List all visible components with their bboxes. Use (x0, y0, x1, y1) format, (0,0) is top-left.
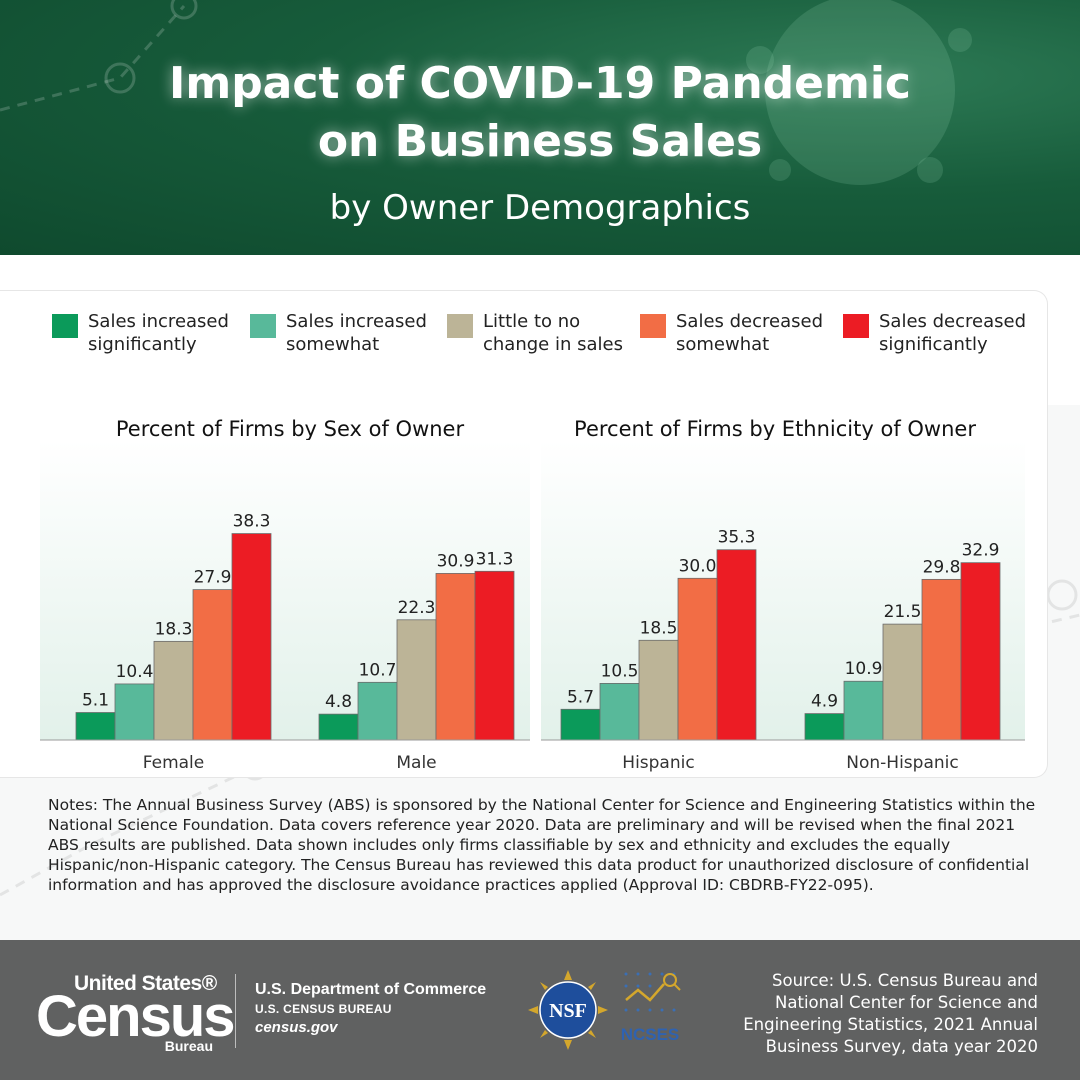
nsf-logo-text: NSF (549, 1000, 587, 1022)
logo-census-text: Census (36, 984, 236, 1049)
notes-text: Notes: The Annual Business Survey (ABS) … (48, 796, 1036, 894)
legend-swatch (447, 314, 473, 338)
legend-label-line1: Sales decreased (879, 311, 1027, 332)
census-gov-link[interactable]: census.gov (255, 1019, 338, 1036)
logo-united-states-text: United States® (74, 972, 217, 995)
header-banner: Impact of COVID-19 Pandemic on Business … (0, 0, 1080, 255)
footer-divider (235, 974, 236, 1048)
legend-label: Sales decreased somewhat (676, 310, 823, 356)
legend-label: Sales increased somewhat (286, 310, 427, 356)
legend-swatch (250, 314, 276, 338)
nsf-logo-icon[interactable]: NSF (528, 970, 608, 1050)
legend-label-line1: Sales increased (88, 311, 229, 332)
page-subtitle: by Owner Demographics (329, 188, 751, 228)
legend-label-line1: Sales decreased (676, 311, 824, 332)
ncses-logo-icon[interactable]: NCSES (620, 970, 688, 1050)
legend-label-line2: significantly (88, 334, 197, 355)
legend-swatch (843, 314, 869, 338)
census-bureau-logo[interactable]: United States® Census Bureau (36, 972, 236, 1054)
dept-census-label: U.S. CENSUS BUREAU (255, 1002, 392, 1016)
legend-label-line1: Little to no (483, 311, 581, 332)
legend-label: Sales increased significantly (88, 310, 229, 356)
footer: United States® Census Bureau U.S. Depart… (0, 940, 1080, 1080)
logo-bureau-text: Bureau (164, 1038, 213, 1054)
ncses-logo-text: NCSES (621, 1025, 680, 1044)
department-info: U.S. Department of Commerce U.S. CENSUS … (255, 980, 486, 1038)
chart-title-sex: Percent of Firms by Sex of Owner (115, 417, 465, 441)
legend-swatch (640, 314, 666, 338)
page-title-line2: on Business Sales (317, 116, 763, 167)
legend-label-line2: somewhat (676, 334, 770, 355)
legend-label: Sales decreased significantly (879, 310, 1026, 356)
chart-panel (0, 290, 1048, 778)
legend-label-line2: change in sales (483, 334, 623, 355)
dept-commerce-label: U.S. Department of Commerce (255, 981, 487, 998)
source-text: Source: U.S. Census Bureau and National … (743, 971, 1038, 1056)
virus-background-graphic (0, 0, 972, 185)
legend-label-line2: significantly (879, 334, 988, 355)
legend-label-line1: Sales increased (286, 311, 427, 332)
chart-title-ethnicity: Percent of Firms by Ethnicity of Owner (574, 417, 976, 441)
legend-label-line2: somewhat (286, 334, 380, 355)
legend-label: Little to no change in sales (483, 310, 623, 356)
page-title-line1: Impact of COVID-19 Pandemic (168, 58, 912, 109)
legend-swatch (52, 314, 78, 338)
